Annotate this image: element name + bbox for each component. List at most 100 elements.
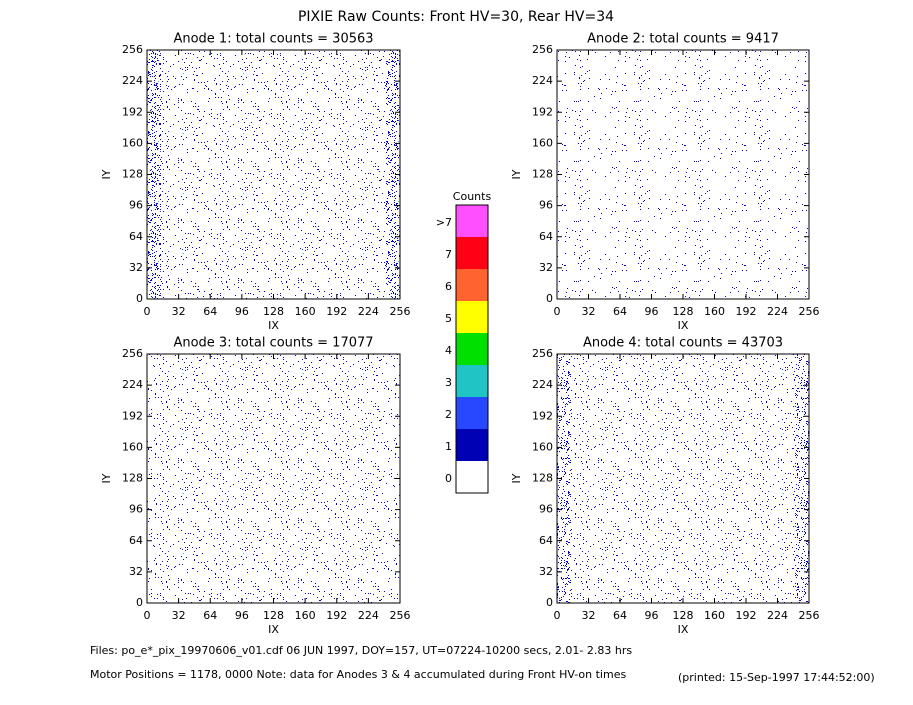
x-axis-label: IX [678,623,689,636]
y-tick-label: 32 [129,261,143,274]
colorbar-cell [456,397,488,429]
x-tick-label: 32 [172,609,186,622]
colorbar-label: 7 [445,248,452,261]
y-tick-label: 192 [122,409,143,422]
y-tick-label: 64 [539,230,553,243]
y-tick-label: 192 [532,105,553,118]
x-tick-label: 0 [554,609,561,622]
y-tick-label: 224 [122,378,143,391]
y-tick-label: 128 [122,472,143,485]
colorbar-label: 3 [445,376,452,389]
y-tick-label: 160 [122,440,143,453]
x-tick-label: 192 [736,305,757,318]
x-tick-label: 192 [736,609,757,622]
panel-title: Anode 1: total counts = 30563 [173,32,373,47]
colorbar-label: 5 [445,312,452,325]
x-tick-label: 224 [767,305,788,318]
heatmap-texture [557,354,809,603]
x-tick-label: 0 [144,305,151,318]
y-tick-label: 224 [122,74,143,87]
x-tick-label: 32 [582,305,596,318]
y-tick-label: 192 [532,409,553,422]
y-tick-label: 0 [136,596,143,609]
footer-motor: Motor Positions = 1178, 0000 Note: data … [90,668,626,681]
colorbar-title: Counts [453,190,492,203]
x-tick-label: 256 [799,305,820,318]
colorbar-cell [456,205,488,237]
x-tick-label: 64 [203,609,217,622]
x-axis-label: IX [268,319,279,332]
y-tick-label: 0 [546,596,553,609]
panel-title: Anode 3: total counts = 17077 [173,336,373,351]
y-tick-label: 256 [122,347,143,360]
y-tick-label: 256 [532,347,553,360]
y-tick-label: 32 [129,565,143,578]
colorbar-label: 1 [445,440,452,453]
y-tick-label: 160 [532,136,553,149]
x-tick-label: 32 [172,305,186,318]
x-tick-label: 256 [799,609,820,622]
footer-printed: (printed: 15-Sep-1997 17:44:52:00) [678,671,875,684]
x-tick-label: 256 [390,305,411,318]
colorbar-cell [456,461,488,493]
y-axis-label: IY [100,473,113,483]
x-tick-label: 192 [326,609,347,622]
y-tick-label: 256 [122,43,143,56]
x-tick-label: 32 [582,609,596,622]
y-tick-label: 0 [136,292,143,305]
y-tick-label: 160 [122,136,143,149]
footer-files: Files: po_e*_pix_19970606_v01.cdf 06 JUN… [90,644,632,657]
x-tick-label: 160 [295,305,316,318]
heatmap-texture [147,50,400,299]
panel-title: Anode 4: total counts = 43703 [583,336,783,351]
x-tick-label: 256 [390,609,411,622]
colorbar-label: 4 [445,344,452,357]
y-tick-label: 96 [129,503,143,516]
y-tick-label: 128 [532,472,553,485]
x-tick-label: 224 [358,609,379,622]
x-axis-label: IX [678,319,689,332]
x-tick-label: 128 [263,609,284,622]
x-tick-label: 96 [645,305,659,318]
y-tick-label: 64 [129,534,143,547]
x-tick-label: 192 [326,305,347,318]
x-tick-label: 224 [358,305,379,318]
y-tick-label: 224 [532,74,553,87]
colorbar-label: >7 [436,216,452,229]
heatmap-texture [147,354,400,603]
y-axis-label: IY [510,473,523,483]
colorbar-cell [456,365,488,397]
y-tick-label: 64 [539,534,553,547]
x-tick-label: 96 [235,305,249,318]
x-tick-label: 64 [203,305,217,318]
y-tick-label: 96 [539,199,553,212]
x-tick-label: 0 [144,609,151,622]
y-tick-label: 96 [129,199,143,212]
colorbar-label: 6 [445,280,452,293]
colorbar-cell [456,333,488,365]
x-tick-label: 96 [645,609,659,622]
colorbar-label: 2 [445,408,452,421]
y-tick-label: 160 [532,440,553,453]
x-axis-label: IX [268,623,279,636]
colorbar-frame [455,204,489,494]
x-tick-label: 160 [704,609,725,622]
y-tick-label: 0 [546,292,553,305]
x-tick-label: 128 [263,305,284,318]
y-tick-label: 256 [532,43,553,56]
colorbar-cell [456,301,488,333]
colorbar-cell [456,429,488,461]
x-tick-label: 160 [295,609,316,622]
x-tick-label: 64 [613,305,627,318]
y-tick-label: 128 [532,168,553,181]
colorbar-cell [456,237,488,269]
y-tick-label: 192 [122,105,143,118]
x-tick-label: 160 [704,305,725,318]
x-tick-label: 128 [673,609,694,622]
page-title: PIXIE Raw Counts: Front HV=30, Rear HV=3… [298,9,614,25]
y-axis-label: IY [510,169,523,179]
colorbar-label: 0 [445,472,452,485]
y-tick-label: 128 [122,168,143,181]
x-tick-label: 128 [673,305,694,318]
heatmap-texture [557,50,809,299]
